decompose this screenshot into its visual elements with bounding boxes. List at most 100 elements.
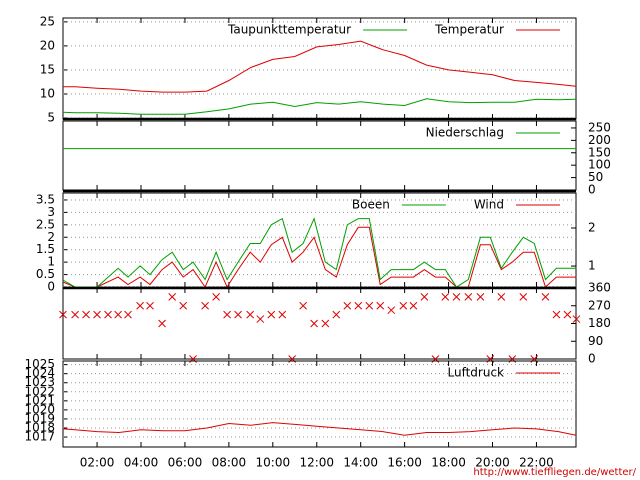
direction-point [59, 310, 67, 319]
series-line [62, 422, 577, 436]
y-tick-label: 5 [47, 111, 55, 125]
direction-point [409, 301, 418, 310]
direction-point [343, 301, 352, 310]
direction-point [476, 293, 485, 301]
x-tick-label: 02:00 [80, 456, 115, 470]
y-tick-label: 150 [588, 145, 611, 159]
direction-point [519, 293, 528, 301]
direction-point [552, 310, 561, 319]
direction-point [321, 319, 330, 328]
legend-label: Wind [474, 198, 504, 212]
x-tick-label: 14:00 [343, 456, 378, 470]
x-tick-label: 04:00 [124, 456, 159, 470]
direction-point [179, 301, 188, 310]
direction-point [246, 310, 255, 319]
series-line [63, 40, 577, 93]
y-tick-label: 1 [47, 255, 55, 269]
footer-url: http://www.tieffliegen.de/wetter/ [473, 467, 636, 478]
y-tick-label: 10 [40, 86, 55, 100]
direction-point [541, 293, 550, 301]
y-tick-label: 1019 [24, 411, 55, 425]
y-tick-label: 50 [588, 170, 603, 184]
y-tick-label: 1.5 [36, 242, 55, 256]
y2-tick-label: 2 [588, 221, 596, 235]
direction-point [299, 301, 307, 310]
direction-point [563, 310, 572, 319]
y-tick-label: 200 [588, 133, 611, 147]
y2-tick-label: 1 [588, 259, 596, 273]
y-tick-label: 25 [40, 14, 55, 28]
y-tick-label: 0 [588, 352, 596, 366]
y-tick-label: 0.5 [36, 267, 55, 281]
y-tick-label: 360 [588, 281, 611, 295]
series-line [62, 98, 577, 115]
y-tick-label: 250 [588, 120, 611, 134]
y-tick-label: 1023 [24, 375, 55, 389]
y-tick-label: 270 [588, 298, 611, 312]
panel-frame [62, 360, 577, 448]
direction-point [114, 310, 122, 319]
direction-point [93, 310, 101, 319]
direction-point [212, 293, 220, 301]
y-tick-label: 1020 [24, 402, 55, 416]
y-tick-label: 20 [40, 38, 55, 52]
direction-point [420, 293, 429, 301]
direction-point [452, 293, 461, 301]
y-tick-label: 3 [47, 205, 55, 219]
y-tick-label: 1025 [24, 357, 55, 371]
y-tick-label: 2.5 [36, 217, 55, 231]
direction-point [223, 310, 231, 319]
direction-point [104, 310, 112, 319]
direction-point [354, 301, 363, 310]
x-tick-label: 22:00 [519, 456, 554, 470]
legend-label: Taupunkttemperatur [227, 23, 351, 37]
x-tick-label: 16:00 [387, 456, 422, 470]
direction-point [332, 310, 341, 319]
x-tick-label: 06:00 [168, 456, 203, 470]
y-tick-label: 3.5 [36, 192, 55, 206]
direction-point [278, 310, 287, 319]
direction-point [256, 315, 265, 323]
direction-point [464, 293, 473, 301]
y-tick-label: 0 [588, 183, 596, 197]
y-tick-label: 1017 [24, 430, 55, 444]
direction-point [310, 319, 318, 328]
direction-point [136, 301, 144, 310]
y-tick-label: 1024 [24, 366, 55, 380]
y-tick-label: 0 [47, 280, 55, 294]
legend-label: Temperatur [434, 23, 504, 37]
y-tick-label: 90 [588, 334, 603, 348]
x-tick-label: 18:00 [431, 456, 466, 470]
direction-point [146, 301, 154, 310]
x-tick-label: 08:00 [212, 456, 247, 470]
direction-point [387, 306, 396, 315]
direction-point [399, 301, 408, 310]
y-tick-label: 2 [47, 230, 55, 244]
direction-point [201, 301, 209, 310]
y-tick-label: 1021 [24, 393, 55, 407]
y-tick-label: 180 [588, 316, 611, 330]
direction-point [234, 310, 242, 319]
legend-label: Luftdruck [447, 366, 504, 380]
series-line [62, 226, 577, 289]
legend-label: Niederschlag [426, 126, 504, 140]
direction-point [124, 310, 132, 319]
y-tick-label: 1018 [24, 420, 55, 434]
series-line [62, 217, 577, 288]
direction-point [267, 310, 276, 319]
direction-point [441, 293, 450, 301]
x-tick-label: 12:00 [299, 456, 334, 470]
direction-point [158, 319, 166, 328]
x-tick-label: 10:00 [256, 456, 291, 470]
y-tick-label: 1022 [24, 384, 55, 398]
direction-point [71, 310, 79, 319]
direction-point [497, 293, 506, 301]
y-tick-label: 100 [588, 158, 611, 172]
direction-point [365, 301, 374, 310]
direction-point [82, 310, 90, 319]
x-tick-label: 20:00 [475, 456, 510, 470]
y-tick-label: 15 [40, 62, 55, 76]
direction-point [168, 293, 177, 301]
legend-label: Boeen [352, 198, 390, 212]
